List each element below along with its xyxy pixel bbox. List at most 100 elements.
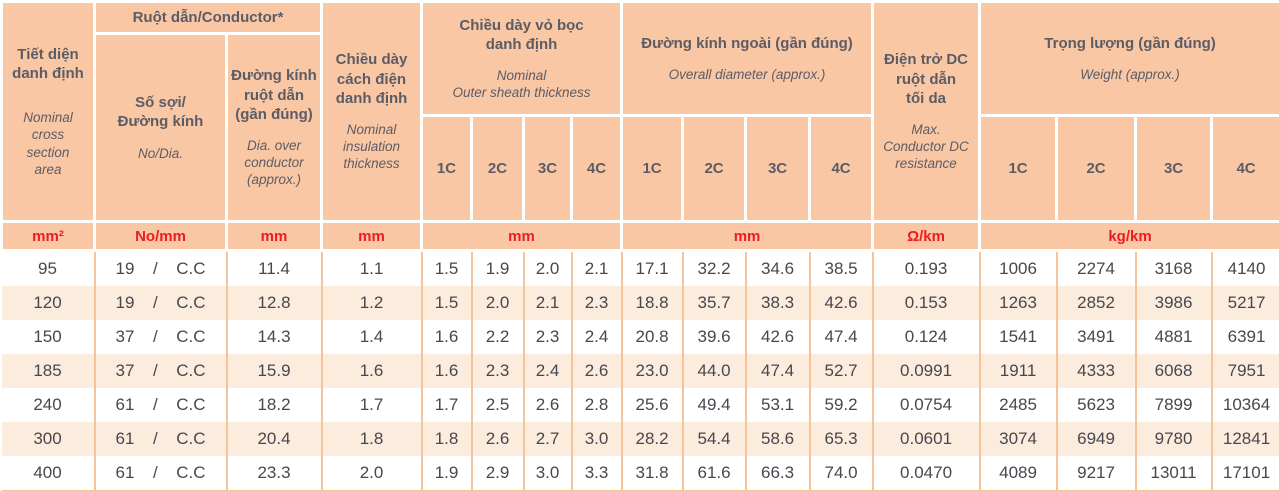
conductor-group-title: Ruột dẫn/Conductor*: [132, 8, 284, 26]
conductor-value: 19 / C.C: [96, 293, 226, 313]
subcol-label: 3C: [767, 159, 788, 177]
cell-cross-section: 150: [1, 320, 96, 354]
cell-dia-over-conductor: 14.3: [226, 320, 323, 354]
cell-insulation: 1.8: [321, 422, 423, 456]
conductor-separator: /: [152, 395, 158, 414]
cell-weight-2c: 2274: [1056, 250, 1137, 286]
header-row-core-counts: 1C 2C 3C 4C 1C 2C 3C 4C 1C 2C 3C 4C: [2, 114, 1279, 223]
table-body: 95 19/C.C 11.4 1.1 1.5 1.9 2.0 2.1 17.1 32.2 34.6 3…: [1, 250, 1279, 491]
subcol-sheath-1c: 1C: [420, 114, 474, 223]
cell-sheath-2c: 1.9: [471, 250, 525, 286]
conductor-value: 61 / C.C: [96, 463, 226, 483]
cell-sheath-4c: 3.0: [571, 422, 623, 456]
cell-diameter-1c: 25.6: [621, 388, 684, 422]
table-row: 185 37/C.C 15.9 1.6 1.6 2.3 2.4 2.6 23.0 44.0 47.4…: [1, 354, 1279, 388]
cell-sheath-4c: 2.3: [571, 286, 623, 320]
group-header-sheath: Chiều dày vỏ bọc danh định Nominal Outer…: [420, 0, 624, 117]
cell-cross-section: 120: [1, 286, 96, 320]
cell-weight-4c: 12841: [1211, 422, 1279, 456]
cell-sheath-3c: 2.4: [523, 354, 573, 388]
cell-sheath-1c: 1.5: [421, 250, 473, 286]
cell-cross-section: 400: [1, 456, 96, 491]
cell-diameter-4c: 74.0: [809, 456, 874, 491]
units-row: mm² No/mm mm mm mm mm Ω/km kg/km: [0, 220, 1279, 252]
subcol-weight-1c: 1C: [978, 114, 1059, 223]
cell-resistance: 0.0470: [872, 456, 981, 491]
subcol-label: 1C: [436, 159, 457, 177]
unit-resistance: Ω/km: [871, 220, 982, 252]
cell-weight-4c: 4140: [1211, 250, 1279, 286]
cell-conductor: 61 / C.C: [94, 422, 228, 456]
cell-diameter-1c: 31.8: [621, 456, 684, 491]
cell-weight-2c: 3491: [1056, 320, 1137, 354]
conductor-separator: /: [152, 463, 158, 482]
subcol-label: 3C: [537, 159, 558, 177]
cell-resistance: 0.193: [872, 250, 981, 286]
conductor-value: 61 / C.C: [96, 395, 226, 415]
conductor-strand-count: 37: [115, 361, 135, 380]
conductor-value: 37 / C.C: [96, 361, 226, 381]
cell-diameter-2c: 35.7: [682, 286, 747, 320]
cell-conductor: 61 / C.C: [94, 456, 228, 491]
cell-weight-1c: 1911: [979, 354, 1058, 388]
cell-resistance: 0.0601: [872, 422, 981, 456]
cell-diameter-3c: 42.6: [745, 320, 811, 354]
cell-conductor: 37 / C.C: [94, 320, 228, 354]
unit-no-dia: No/mm: [93, 220, 228, 252]
cell-insulation: 1.2: [321, 286, 423, 320]
subcol-sheath-2c: 2C: [470, 114, 526, 223]
cell-diameter-2c: 39.6: [682, 320, 747, 354]
cell-conductor: 37 / C.C: [94, 354, 228, 388]
cell-dia-over-conductor: 20.4: [226, 422, 323, 456]
group-header-diameter: Đường kính ngoài (gần đúng) Overall diam…: [620, 0, 875, 117]
col-header-insulation: Chiều dày cách điện danh định Nominal in…: [320, 0, 424, 223]
cell-diameter-2c: 44.0: [682, 354, 747, 388]
cell-weight-1c: 1263: [979, 286, 1058, 320]
cell-diameter-2c: 54.4: [682, 422, 747, 456]
cell-diameter-3c: 58.6: [745, 422, 811, 456]
cell-diameter-2c: 49.4: [682, 388, 747, 422]
cell-weight-4c: 5217: [1211, 286, 1279, 320]
cell-resistance: 0.153: [872, 286, 981, 320]
cell-cross-section: 240: [1, 388, 96, 422]
conductor-strand-count: 19: [115, 259, 135, 278]
cell-resistance: 0.124: [872, 320, 981, 354]
conductor-strand-count: 19: [115, 293, 135, 312]
cell-weight-1c: 2485: [979, 388, 1058, 422]
dia-over-label-en: Dia. over conductor (approx.): [244, 137, 304, 188]
cell-sheath-4c: 2.6: [571, 354, 623, 388]
group-header-weight: Trọng lượng (gần đúng) Weight (approx.): [978, 0, 1279, 117]
col-header-dia-over-conductor: Đường kính ruột dẫn (gần đúng) Dia. over…: [224, 32, 324, 223]
cell-diameter-3c: 53.1: [745, 388, 811, 422]
subcol-label: 1C: [1008, 159, 1028, 177]
cell-diameter-2c: 61.6: [682, 456, 747, 491]
cell-sheath-3c: 2.7: [523, 422, 573, 456]
col-header-cross-section: Tiết diện danh định Nominal cross sectio…: [0, 0, 96, 223]
cross-section-label-vi: Tiết diện danh định: [12, 45, 84, 82]
insulation-label-vi: Chiều dày cách điện danh định: [335, 51, 408, 107]
conductor-separator: /: [152, 293, 158, 312]
table-row: 120 19 / C.C 12.8 1.2 1.5 2.0 2.1 2.3 18.8 35.7 38.3…: [1, 286, 1279, 320]
cell-weight-2c: 2852: [1056, 286, 1137, 320]
cell-cross-section: 185: [1, 354, 96, 388]
cell-sheath-1c: 1.5: [421, 286, 473, 320]
unit-diameter: mm: [620, 220, 875, 252]
cell-sheath-3c: 2.1: [523, 286, 573, 320]
conductor-value: 37 / C.C: [96, 327, 226, 347]
conductor-strand-count: 61: [115, 429, 135, 448]
cell-sheath-1c: 1.6: [421, 320, 473, 354]
cell-sheath-2c: 2.3: [471, 354, 525, 388]
subcol-weight-3c: 3C: [1134, 114, 1214, 223]
cell-diameter-4c: 59.2: [809, 388, 874, 422]
cell-insulation: 1.1: [321, 250, 423, 286]
cell-diameter-3c: 47.4: [745, 354, 811, 388]
subcol-weight-2c: 2C: [1055, 114, 1138, 223]
subcol-label: 2C: [487, 159, 508, 177]
conductor-value: 61 / C.C: [96, 429, 226, 449]
sheath-group-label-vi: Chiều dày vỏ bọc danh định: [459, 16, 584, 53]
no-dia-label-en: No/Dia.: [137, 145, 183, 161]
subcol-label: 4C: [1236, 159, 1256, 177]
subcol-diameter-4c: 4C: [808, 114, 875, 223]
subcol-diameter-3c: 3C: [744, 114, 812, 223]
cell-sheath-3c: 2.0: [523, 250, 573, 286]
